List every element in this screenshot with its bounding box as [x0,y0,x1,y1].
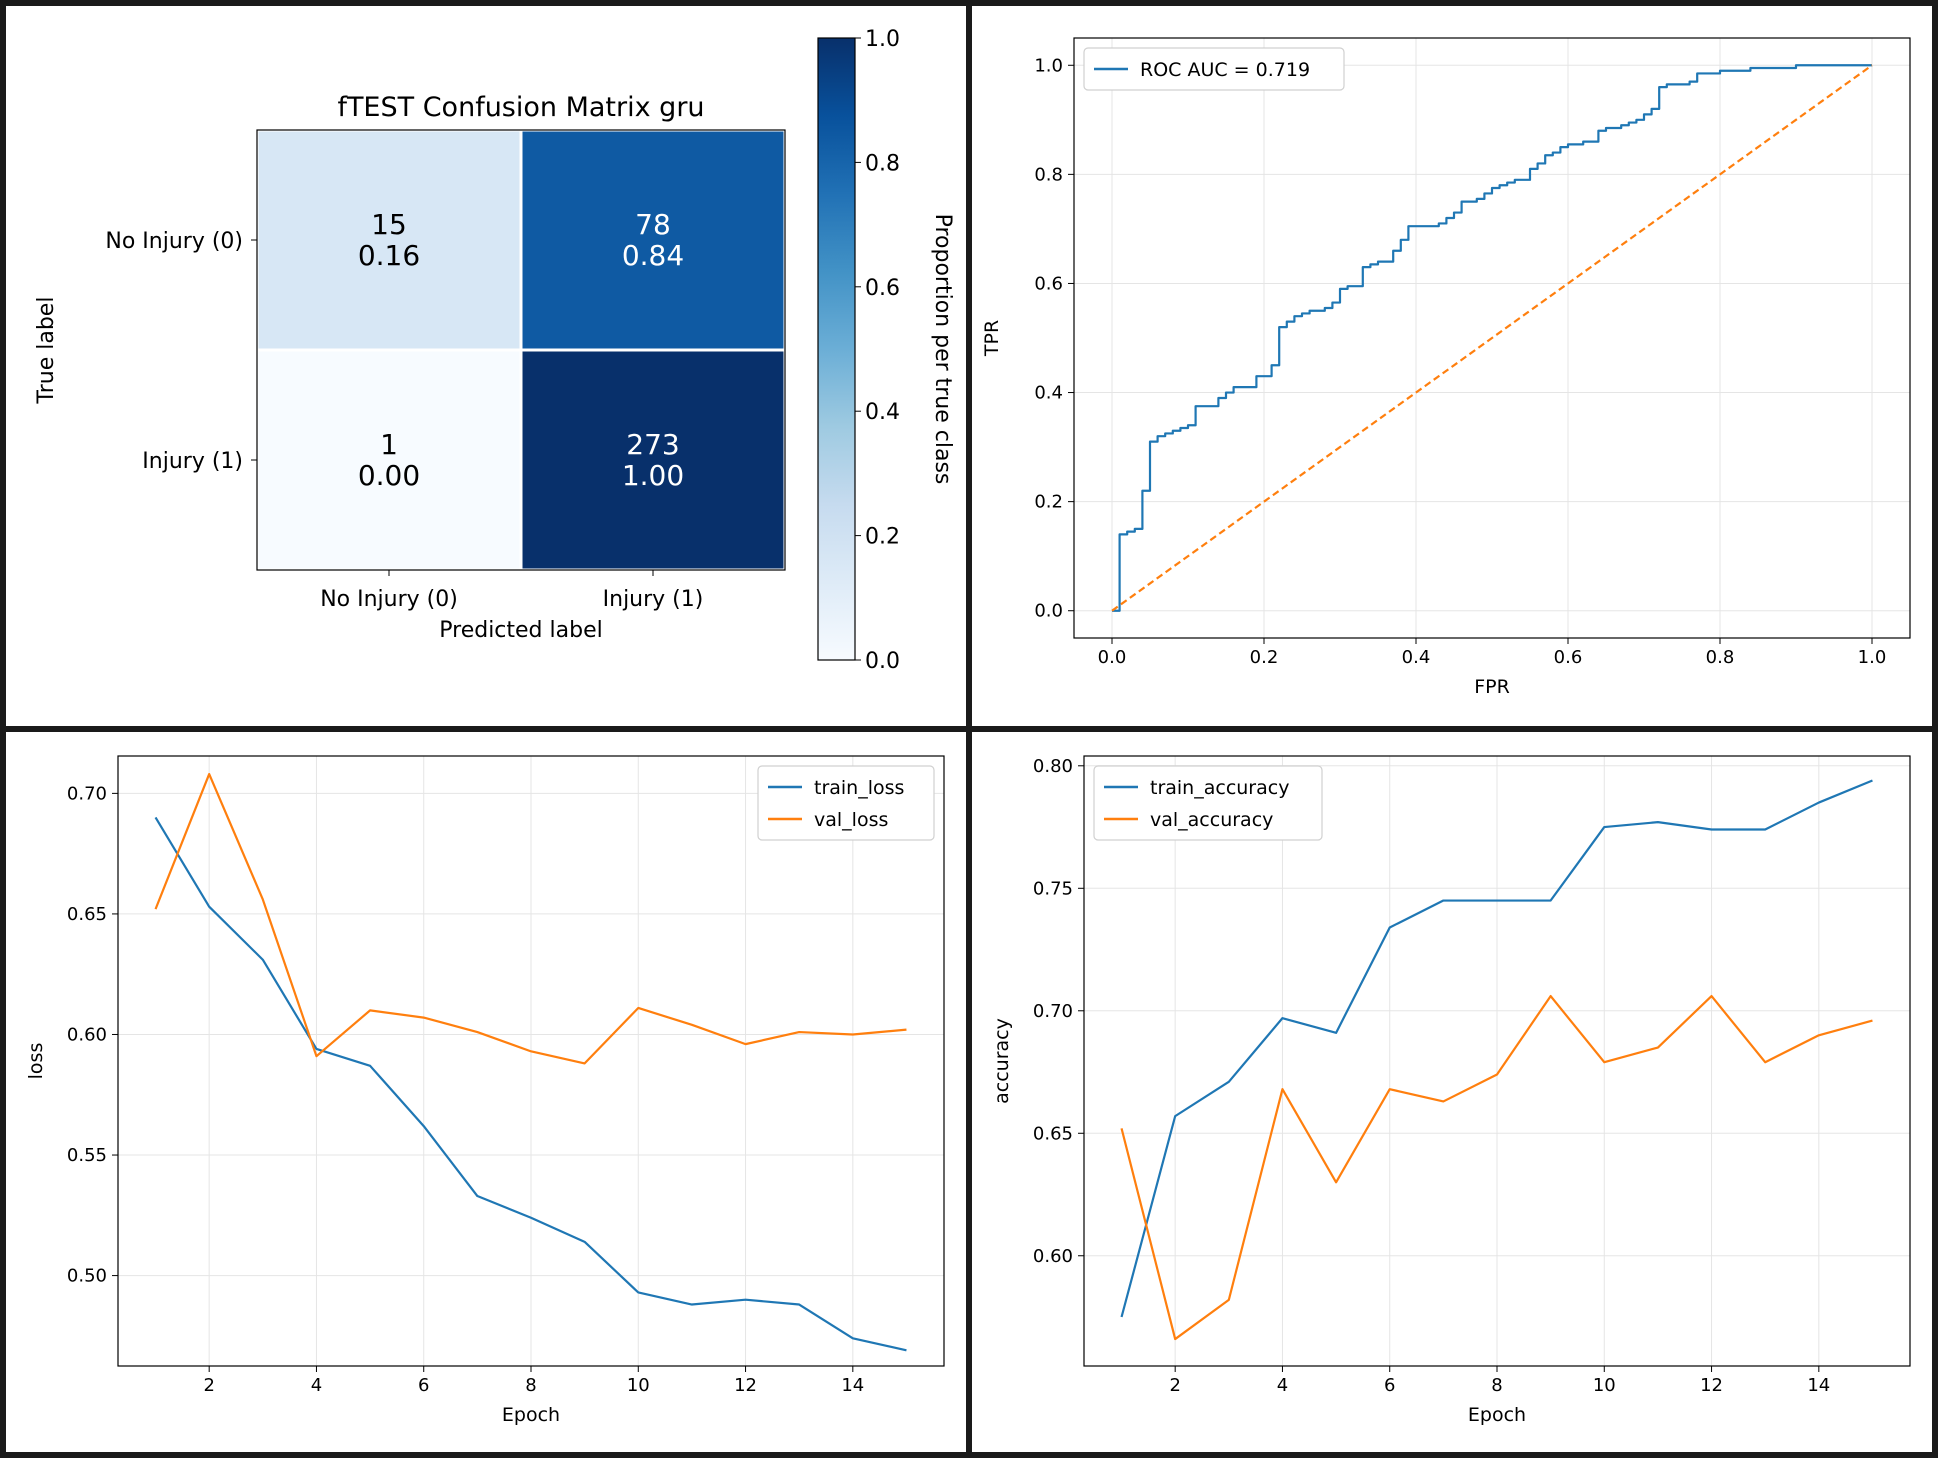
y-tick-label: 0.60 [1033,1246,1073,1267]
y-tick-label: 0.0 [1034,601,1063,622]
colorbar-tick-label: 0.8 [865,151,900,176]
accuracy-curve-chart: 2 4 6 8 10 12 14 0.60 0.65 0.70 0.75 0.80 Epoch accur… [991,755,1911,1426]
x-tick-label: 6 [1384,1375,1395,1396]
y-tick-label: 0.4 [1034,383,1063,404]
y-tick-label: 1.0 [1034,55,1063,76]
colorbar [817,37,856,661]
colorbar-label: Proportion per true class [930,214,955,485]
legend-label: val_loss [814,809,888,831]
cell-count: 78 [635,208,671,241]
x-tick-label: 0.4 [1402,647,1431,668]
matrix-cell [255,348,523,572]
cell-proportion: 1.00 [622,459,684,492]
x-tick-label: 2 [203,1375,214,1396]
x-tick-label: 1.0 [1858,647,1887,668]
loss-curve-panel: 2 4 6 8 10 12 14 0.50 0.55 0.60 0.65 0.70 Epoch loss t… [6,732,966,1452]
x-tick-label: 0.6 [1554,647,1583,668]
series-line-2 [1120,994,1873,1341]
x-tick-label: 0.8 [1706,647,1735,668]
roc-curve-chart: 0.0 0.2 0.4 0.6 0.8 1.0 0.0 0.2 0.4 0.6 0.8 1.0 FPR T… [981,37,1911,698]
matrix-title: fTEST Confusion Matrix gru [337,92,704,123]
x-tick-label: 0.2 [1250,647,1279,668]
series-line-1 [154,816,907,1352]
matrix-cell [255,128,523,352]
y-axis-label: TPR [981,320,1003,357]
cell-proportion: 0.84 [622,239,684,272]
x-axis-label: Epoch [502,1404,560,1426]
y-tick-label: 0.50 [67,1266,107,1287]
x-axis-label: Predicted label [439,618,602,643]
colorbar-tick-label: 1.0 [865,27,900,52]
x-category-label: No Injury (0) [320,587,458,612]
x-tick-label: 12 [1700,1375,1723,1396]
cell-proportion: 0.16 [358,239,420,272]
legend-label: train_loss [814,777,904,799]
series-line-2 [1111,64,1873,612]
colorbar-tick-label: 0.4 [865,400,900,425]
confusion-matrix-chart: fTEST Confusion Matrix gru150.16780.8410… [34,27,955,674]
x-tick-label: 12 [734,1375,757,1396]
roc-curve-panel: 0.0 0.2 0.4 0.6 0.8 1.0 0.0 0.2 0.4 0.6 0.8 1.0 FPR T… [972,6,1932,726]
series-line-1 [1120,779,1873,1318]
legend-label: val_accuracy [1150,809,1273,831]
y-tick-label: 0.75 [1033,878,1073,899]
x-tick-label: 4 [1277,1375,1288,1396]
series-line-1 [1112,64,1872,612]
x-tick-label: 0.0 [1098,647,1127,668]
x-tick-label: 14 [841,1375,864,1396]
y-tick-label: 0.2 [1034,492,1063,513]
matrix-cell [519,348,787,572]
legend-box [1093,765,1323,841]
x-tick-label: 8 [1491,1375,1502,1396]
accuracy-curve-panel: 2 4 6 8 10 12 14 0.60 0.65 0.70 0.75 0.80 Epoch accur… [972,732,1932,1452]
matrix-frame [256,129,786,571]
legend-box [757,765,935,841]
y-tick-label: 0.80 [1033,756,1073,777]
x-tick-label: 10 [1593,1375,1616,1396]
x-tick-label: 2 [1169,1375,1180,1396]
y-tick-label: 0.70 [1033,1001,1073,1022]
y-tick-label: 0.70 [67,783,107,804]
legend-label: ROC AUC = 0.719 [1140,59,1310,81]
y-axis-label: accuracy [991,1018,1013,1104]
cell-proportion: 0.00 [358,459,420,492]
x-axis-label: FPR [1474,676,1510,698]
y-tick-label: 0.65 [67,904,107,925]
y-tick-label: 0.55 [67,1145,107,1166]
confusion-matrix-panel: fTEST Confusion Matrix gru 15 0.16 78 0.84 1 0… [6,6,966,726]
y-axis-label: True label [34,297,59,405]
cell-count: 15 [371,208,407,241]
x-tick-label: 8 [525,1375,536,1396]
x-tick-label: 14 [1807,1375,1830,1396]
legend-box [1083,47,1345,91]
x-tick-label: 6 [418,1375,429,1396]
series-line-2 [154,772,907,1065]
y-category-label: Injury (1) [142,449,243,474]
matrix-cell [519,128,787,352]
x-tick-label: 10 [627,1375,650,1396]
x-tick-label: 4 [311,1375,322,1396]
y-tick-label: 0.6 [1034,273,1063,294]
y-axis-label: loss [25,1043,47,1080]
legend-label: train_accuracy [1150,777,1289,799]
cell-count: 273 [626,428,679,461]
colorbar-tick-label: 0.0 [865,649,900,674]
colorbar-tick-label: 0.2 [865,525,900,550]
cell-count: 1 [380,428,398,461]
y-tick-label: 0.8 [1034,164,1063,185]
x-category-label: Injury (1) [603,587,704,612]
y-tick-label: 0.60 [67,1024,107,1045]
colorbar-tick-label: 0.6 [865,276,900,301]
y-category-label: No Injury (0) [105,229,243,254]
loss-curve-chart: 2 4 6 8 10 12 14 0.50 0.55 0.60 0.65 0.70 Epoch loss t… [25,755,945,1426]
y-tick-label: 0.65 [1033,1123,1073,1144]
plot-frame [1073,37,1911,639]
x-axis-label: Epoch [1468,1404,1526,1426]
